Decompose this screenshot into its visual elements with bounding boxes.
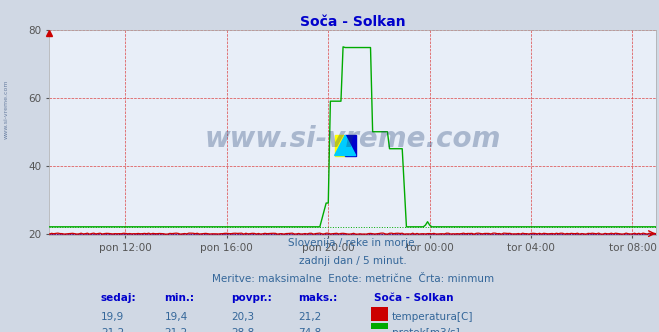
Text: pretok[m3/s]: pretok[m3/s] <box>392 328 460 332</box>
Polygon shape <box>345 135 356 155</box>
Bar <box>371 307 387 321</box>
Text: 21,2: 21,2 <box>165 328 188 332</box>
Text: Meritve: maksimalne  Enote: metrične  Črta: minmum: Meritve: maksimalne Enote: metrične Črta… <box>212 274 494 284</box>
Text: Slovenija / reke in morje.: Slovenija / reke in morje. <box>287 238 418 248</box>
Polygon shape <box>335 135 345 155</box>
Text: 21,2: 21,2 <box>298 312 321 322</box>
Text: 21,2: 21,2 <box>101 328 124 332</box>
Text: sedaj:: sedaj: <box>101 293 136 303</box>
Text: povpr.:: povpr.: <box>231 293 272 303</box>
Text: 74,8: 74,8 <box>298 328 321 332</box>
Text: Soča - Solkan: Soča - Solkan <box>374 293 453 303</box>
Text: 19,4: 19,4 <box>165 312 188 322</box>
Text: 28,8: 28,8 <box>231 328 254 332</box>
Text: www.si-vreme.com: www.si-vreme.com <box>4 80 9 139</box>
Text: www.si-vreme.com: www.si-vreme.com <box>204 125 501 153</box>
Polygon shape <box>345 135 356 155</box>
Polygon shape <box>335 135 345 155</box>
Title: Soča - Solkan: Soča - Solkan <box>300 15 405 29</box>
Text: min.:: min.: <box>165 293 194 303</box>
Text: 19,9: 19,9 <box>101 312 124 322</box>
Text: temperatura[C]: temperatura[C] <box>392 312 473 322</box>
Text: 20,3: 20,3 <box>231 312 254 322</box>
Bar <box>371 323 387 332</box>
Text: zadnji dan / 5 minut.: zadnji dan / 5 minut. <box>299 256 407 266</box>
Text: maks.:: maks.: <box>298 293 337 303</box>
